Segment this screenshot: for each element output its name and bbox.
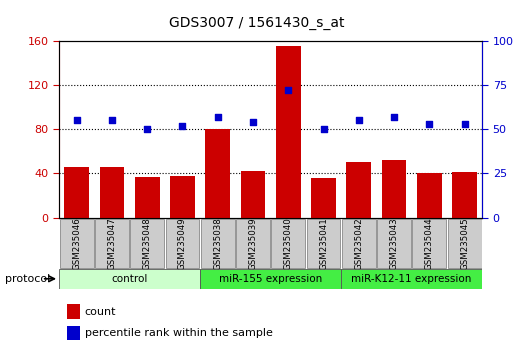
Text: GSM235042: GSM235042 bbox=[354, 217, 363, 270]
Bar bbox=[452, 172, 477, 218]
Point bbox=[284, 87, 292, 93]
Text: miR-K12-11 expression: miR-K12-11 expression bbox=[351, 274, 472, 284]
Bar bbox=[346, 162, 371, 218]
Text: GSM235048: GSM235048 bbox=[143, 217, 152, 270]
Bar bbox=[100, 167, 124, 218]
Bar bbox=[412, 219, 446, 268]
Bar bbox=[307, 219, 341, 268]
Point bbox=[390, 114, 398, 120]
Text: GSM235039: GSM235039 bbox=[248, 217, 258, 270]
Point bbox=[425, 121, 433, 127]
Bar bbox=[417, 173, 442, 218]
Text: control: control bbox=[111, 274, 148, 284]
Bar bbox=[342, 219, 376, 268]
Text: GSM235041: GSM235041 bbox=[319, 217, 328, 270]
Text: GSM235045: GSM235045 bbox=[460, 217, 469, 270]
Bar bbox=[170, 176, 195, 218]
Bar bbox=[166, 219, 200, 268]
Bar bbox=[241, 171, 265, 218]
Text: GSM235047: GSM235047 bbox=[107, 217, 116, 270]
Point bbox=[108, 118, 116, 123]
Bar bbox=[205, 129, 230, 218]
Point bbox=[143, 126, 151, 132]
Text: miR-155 expression: miR-155 expression bbox=[219, 274, 322, 284]
Point bbox=[461, 121, 469, 127]
Bar bbox=[200, 269, 341, 289]
Bar bbox=[276, 46, 301, 218]
Bar bbox=[311, 178, 336, 218]
Point bbox=[72, 118, 81, 123]
Text: GSM235049: GSM235049 bbox=[178, 217, 187, 270]
Bar bbox=[341, 269, 482, 289]
Bar bbox=[271, 219, 305, 268]
Bar bbox=[135, 177, 160, 218]
Bar bbox=[377, 219, 411, 268]
Text: GSM235043: GSM235043 bbox=[389, 217, 399, 270]
Bar bbox=[382, 160, 406, 218]
Bar bbox=[95, 219, 129, 268]
Text: count: count bbox=[85, 307, 116, 316]
Bar bbox=[236, 219, 270, 268]
Text: protocol: protocol bbox=[5, 274, 50, 284]
Bar bbox=[130, 219, 164, 268]
Point bbox=[320, 126, 328, 132]
Bar bbox=[201, 219, 234, 268]
Bar bbox=[448, 219, 482, 268]
Bar bbox=[60, 219, 93, 268]
Bar bbox=[59, 269, 200, 289]
Text: GDS3007 / 1561430_s_at: GDS3007 / 1561430_s_at bbox=[169, 16, 344, 30]
Text: GSM235044: GSM235044 bbox=[425, 217, 434, 270]
Point bbox=[354, 118, 363, 123]
Bar bbox=[64, 167, 89, 218]
Text: GSM235038: GSM235038 bbox=[213, 217, 222, 270]
Point bbox=[179, 123, 187, 129]
Point bbox=[249, 119, 257, 125]
Text: percentile rank within the sample: percentile rank within the sample bbox=[85, 328, 272, 338]
Text: GSM235040: GSM235040 bbox=[284, 217, 293, 270]
Text: GSM235046: GSM235046 bbox=[72, 217, 81, 270]
Point bbox=[213, 114, 222, 120]
